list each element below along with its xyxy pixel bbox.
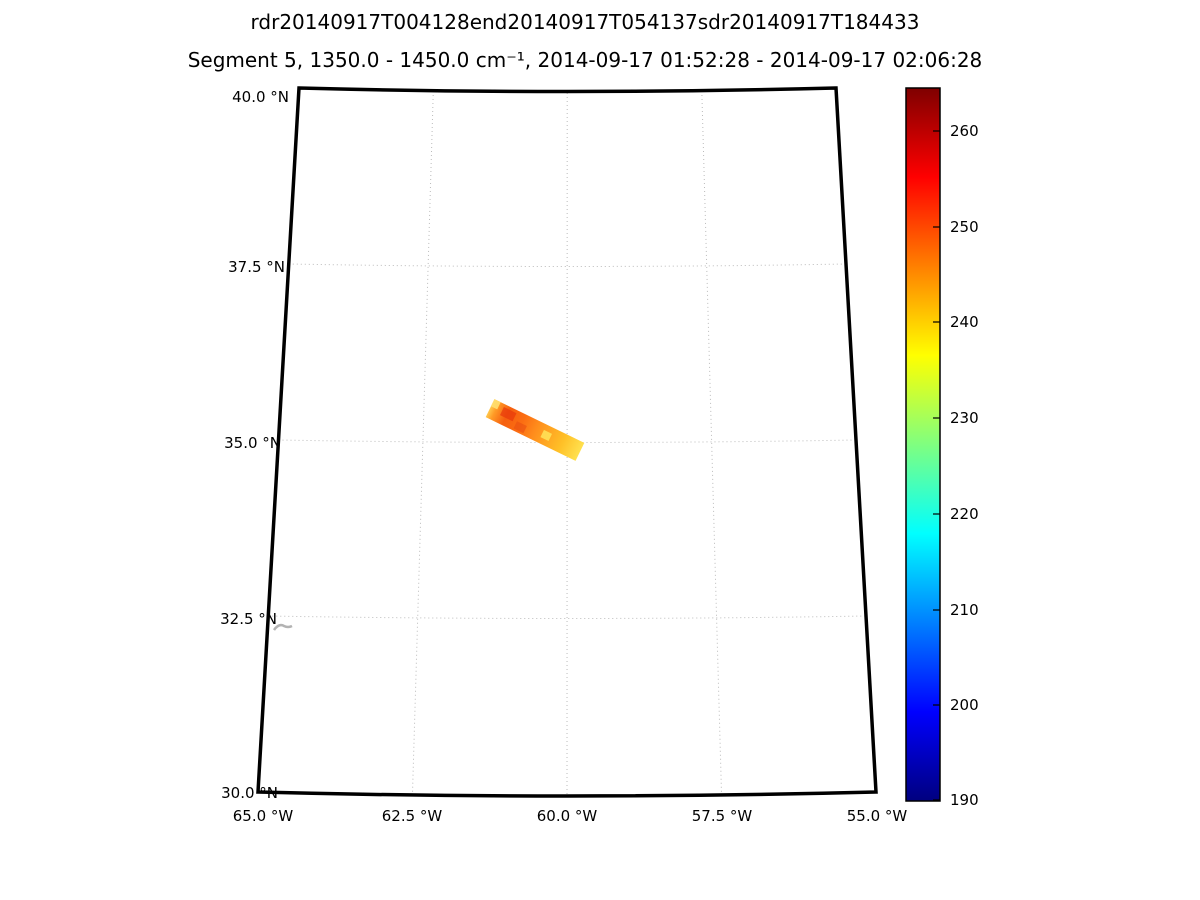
colorbar-labels: 260 250 240 230 220 210 200 190	[950, 122, 979, 809]
map-border	[256, 86, 878, 798]
lon-label-55-0w: 55.0 °W	[847, 807, 908, 825]
lat-label-30-0n: 30.0 °N	[221, 784, 278, 802]
lon-label-62-5w: 62.5 °W	[382, 807, 443, 825]
swath-hot-spot-2	[513, 421, 527, 434]
colorbar-gradient	[905, 87, 941, 802]
colorbar-ticks	[933, 130, 940, 801]
colorbar-label-190: 190	[950, 791, 979, 809]
data-swath	[485, 399, 585, 461]
lon-label-65-0w: 65.0 °W	[233, 807, 294, 825]
colorbar-label-210: 210	[950, 601, 979, 619]
lat-label-40-0n: 40.0 °N	[232, 88, 289, 106]
lat-label-37-5n: 37.5 °N	[228, 258, 285, 276]
lat-label-35-0n: 35.0 °N	[224, 434, 281, 452]
longitude-labels: 65.0 °W 62.5 °W 60.0 °W 57.5 °W 55.0 °W	[233, 807, 908, 825]
figure-title: rdr20140917T004128end20140917T054137sdr2…	[251, 10, 920, 34]
colorbar-label-230: 230	[950, 409, 979, 427]
colorbar-label-200: 200	[950, 696, 979, 714]
island-outline-bermuda	[272, 623, 293, 631]
lon-label-57-5w: 57.5 °W	[692, 807, 753, 825]
swath-hot-spot-1	[499, 407, 517, 422]
lat-label-32-5n: 32.5 °N	[220, 610, 277, 628]
colorbar-label-220: 220	[950, 505, 979, 523]
swath-body	[485, 399, 585, 461]
swath-edge-spot	[490, 399, 501, 410]
colorbar-label-260: 260	[950, 122, 979, 140]
latitude-labels: 40.0 °N 37.5 °N 35.0 °N 32.5 °N 30.0 °N	[220, 88, 289, 802]
colorbar-label-240: 240	[950, 313, 979, 331]
colorbar: 260 250 240 230 220 210 200 190	[905, 87, 979, 809]
lon-label-60-0w: 60.0 °W	[537, 807, 598, 825]
swath-cool-spot	[540, 429, 553, 442]
figure-subtitle: Segment 5, 1350.0 - 1450.0 cm⁻¹, 2014-09…	[188, 48, 983, 72]
colorbar-label-250: 250	[950, 218, 979, 236]
